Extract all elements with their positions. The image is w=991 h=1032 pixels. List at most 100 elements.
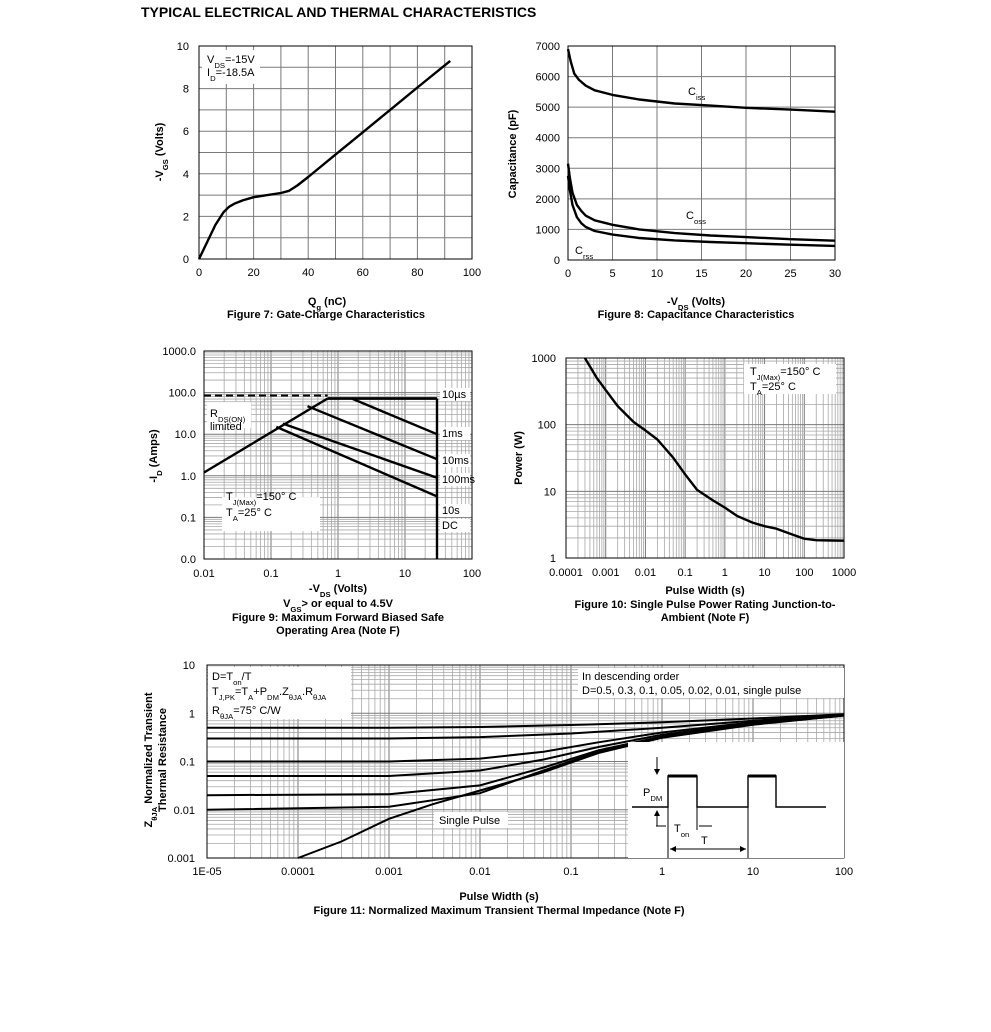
y-tick-label: 0.01	[174, 805, 195, 817]
rds-label: RDS(ON)	[210, 408, 246, 424]
y-tick-label: 0	[183, 254, 189, 266]
x-tick-label: 20	[247, 267, 259, 279]
y-axis-label: Capacitance (pF)	[507, 109, 519, 198]
y-tick-label: 2000	[536, 194, 560, 206]
y-tick-label: 8	[183, 84, 189, 96]
y-tick-label: 1	[189, 708, 195, 720]
x-axis-label: -VDS (Volts)	[309, 583, 367, 599]
impedance-curve	[207, 713, 845, 740]
sweep-line	[307, 405, 438, 461]
y-axis-label: Power (W)	[513, 431, 525, 485]
x-tick-label: 0.001	[375, 866, 403, 878]
x-tick-label: 10	[747, 866, 759, 878]
impedance-curve	[207, 713, 845, 729]
t-arrowhead-left	[670, 846, 676, 852]
x-tick-label: 100	[795, 567, 813, 579]
rds-label-box	[207, 402, 251, 429]
series-label: Ciss	[688, 86, 706, 102]
limit-label-bg	[440, 388, 470, 401]
y-tick-label: 6000	[536, 72, 560, 84]
formula-rtheta: RθJA=75° C/W	[212, 705, 281, 721]
x-tick-label: 30	[829, 268, 841, 280]
plot-frame	[198, 45, 473, 260]
figure-caption: Operating Area (Note F)	[276, 625, 400, 637]
x-tick-label: 0.01	[193, 568, 214, 580]
x-tick-label: 0.01	[635, 567, 656, 579]
series-line	[197, 59, 451, 260]
y-tick-label: 0.0	[181, 554, 196, 566]
sweep-line	[351, 397, 438, 436]
y-tick-label: 4000	[536, 133, 560, 145]
y-tick-label: 0.1	[181, 512, 196, 524]
impedance-curve	[297, 714, 845, 859]
y-tick-label: 0	[554, 255, 560, 267]
x-tick-label: 10	[651, 268, 663, 280]
x-tick-label: 100	[463, 568, 481, 580]
sweep-line	[275, 425, 438, 498]
limit-label: 10ms	[442, 455, 469, 467]
limit-label-bg	[440, 473, 470, 486]
condition-label: ID=-18.5A	[207, 67, 255, 83]
x-tick-label: 1000	[832, 567, 856, 579]
x-tick-label: 0	[196, 267, 202, 279]
t-label: T	[701, 835, 708, 847]
y-tick-label: 10.0	[175, 429, 196, 441]
temperature-note: TJ(Max)=150° C	[226, 491, 296, 507]
x-tick-label: 25	[784, 268, 796, 280]
x-axis-label: -VDS (Volts)	[667, 296, 725, 312]
x-tick-label: 5	[609, 268, 615, 280]
figure-caption: Figure 11: Normalized Maximum Transient …	[313, 905, 684, 917]
limit-label: 10µs	[442, 389, 467, 401]
limit-label: DC	[442, 520, 458, 532]
x-tick-label: 1	[335, 568, 341, 580]
limit-label-bg	[440, 519, 470, 532]
x-tick-label: 1	[659, 866, 665, 878]
series-line	[566, 163, 836, 242]
y-tick-label: 5000	[536, 102, 560, 114]
x-tick-label: 20	[740, 268, 752, 280]
sweep-line	[203, 397, 329, 474]
limit-label: 10s	[442, 505, 460, 517]
pdm-arrowhead-bottom	[654, 810, 660, 816]
figure-caption: Figure 7: Gate-Charge Characteristics	[227, 309, 425, 321]
figure-subcaption: VGS> or equal to 4.5V	[283, 598, 394, 614]
figure-caption: Figure 10: Single Pulse Power Rating Jun…	[575, 599, 836, 611]
impedance-curve	[207, 714, 845, 763]
y-tick-label: 10	[544, 486, 556, 498]
x-tick-label: 100	[835, 866, 853, 878]
x-axis-label: Pulse Width (s)	[459, 891, 539, 903]
y-tick-label: 100	[538, 420, 556, 432]
x-tick-label: 10	[399, 568, 411, 580]
x-tick-label: 0.01	[469, 866, 490, 878]
pulse-waveform	[632, 775, 826, 808]
figure-10-pulse-power: 0.0001 0.001 0.01 0.1 1 10 100 1000 1 10 100 1000 TJ…	[513, 353, 856, 624]
inset-box	[628, 742, 844, 858]
series-label: Crss	[575, 245, 593, 261]
y-axis-label: -VGS (Volts)	[154, 122, 170, 181]
series-label: Coss	[686, 210, 706, 226]
plot-frame	[567, 45, 836, 261]
y-tick-label: 7000	[536, 41, 560, 53]
y-tick-label: 1000.0	[162, 346, 196, 358]
formula-box	[208, 667, 351, 719]
x-tick-label: 15	[695, 268, 707, 280]
y-axis-label-line1: ZθJA Normalized Transient	[143, 692, 159, 827]
x-tick-label: 0.1	[563, 866, 578, 878]
limit-label: 1ms	[442, 428, 463, 440]
temperature-note: TJ(Max)=150° C	[750, 366, 820, 382]
condition-label: VDS=-15V	[207, 54, 255, 70]
y-tick-label: 4	[183, 169, 189, 181]
figure-caption: Ambient (Note F)	[661, 612, 750, 624]
temperature-note: TA=25° C	[750, 381, 796, 397]
formula-tj: TJ,PK=TA+PDM.ZθJA.RθJA	[212, 686, 327, 702]
temp-note-box	[222, 497, 320, 532]
figure-caption: Figure 9: Maximum Forward Biased Safe	[232, 612, 444, 624]
limit-label-bg	[440, 454, 470, 467]
ton-label: Ton	[674, 823, 689, 839]
x-tick-label: 0.0001	[281, 866, 315, 878]
y-axis-label: -ID (Amps)	[148, 429, 164, 483]
series-line	[566, 48, 836, 113]
t-arrowhead-right	[740, 846, 746, 852]
x-tick-label: 80	[411, 267, 423, 279]
